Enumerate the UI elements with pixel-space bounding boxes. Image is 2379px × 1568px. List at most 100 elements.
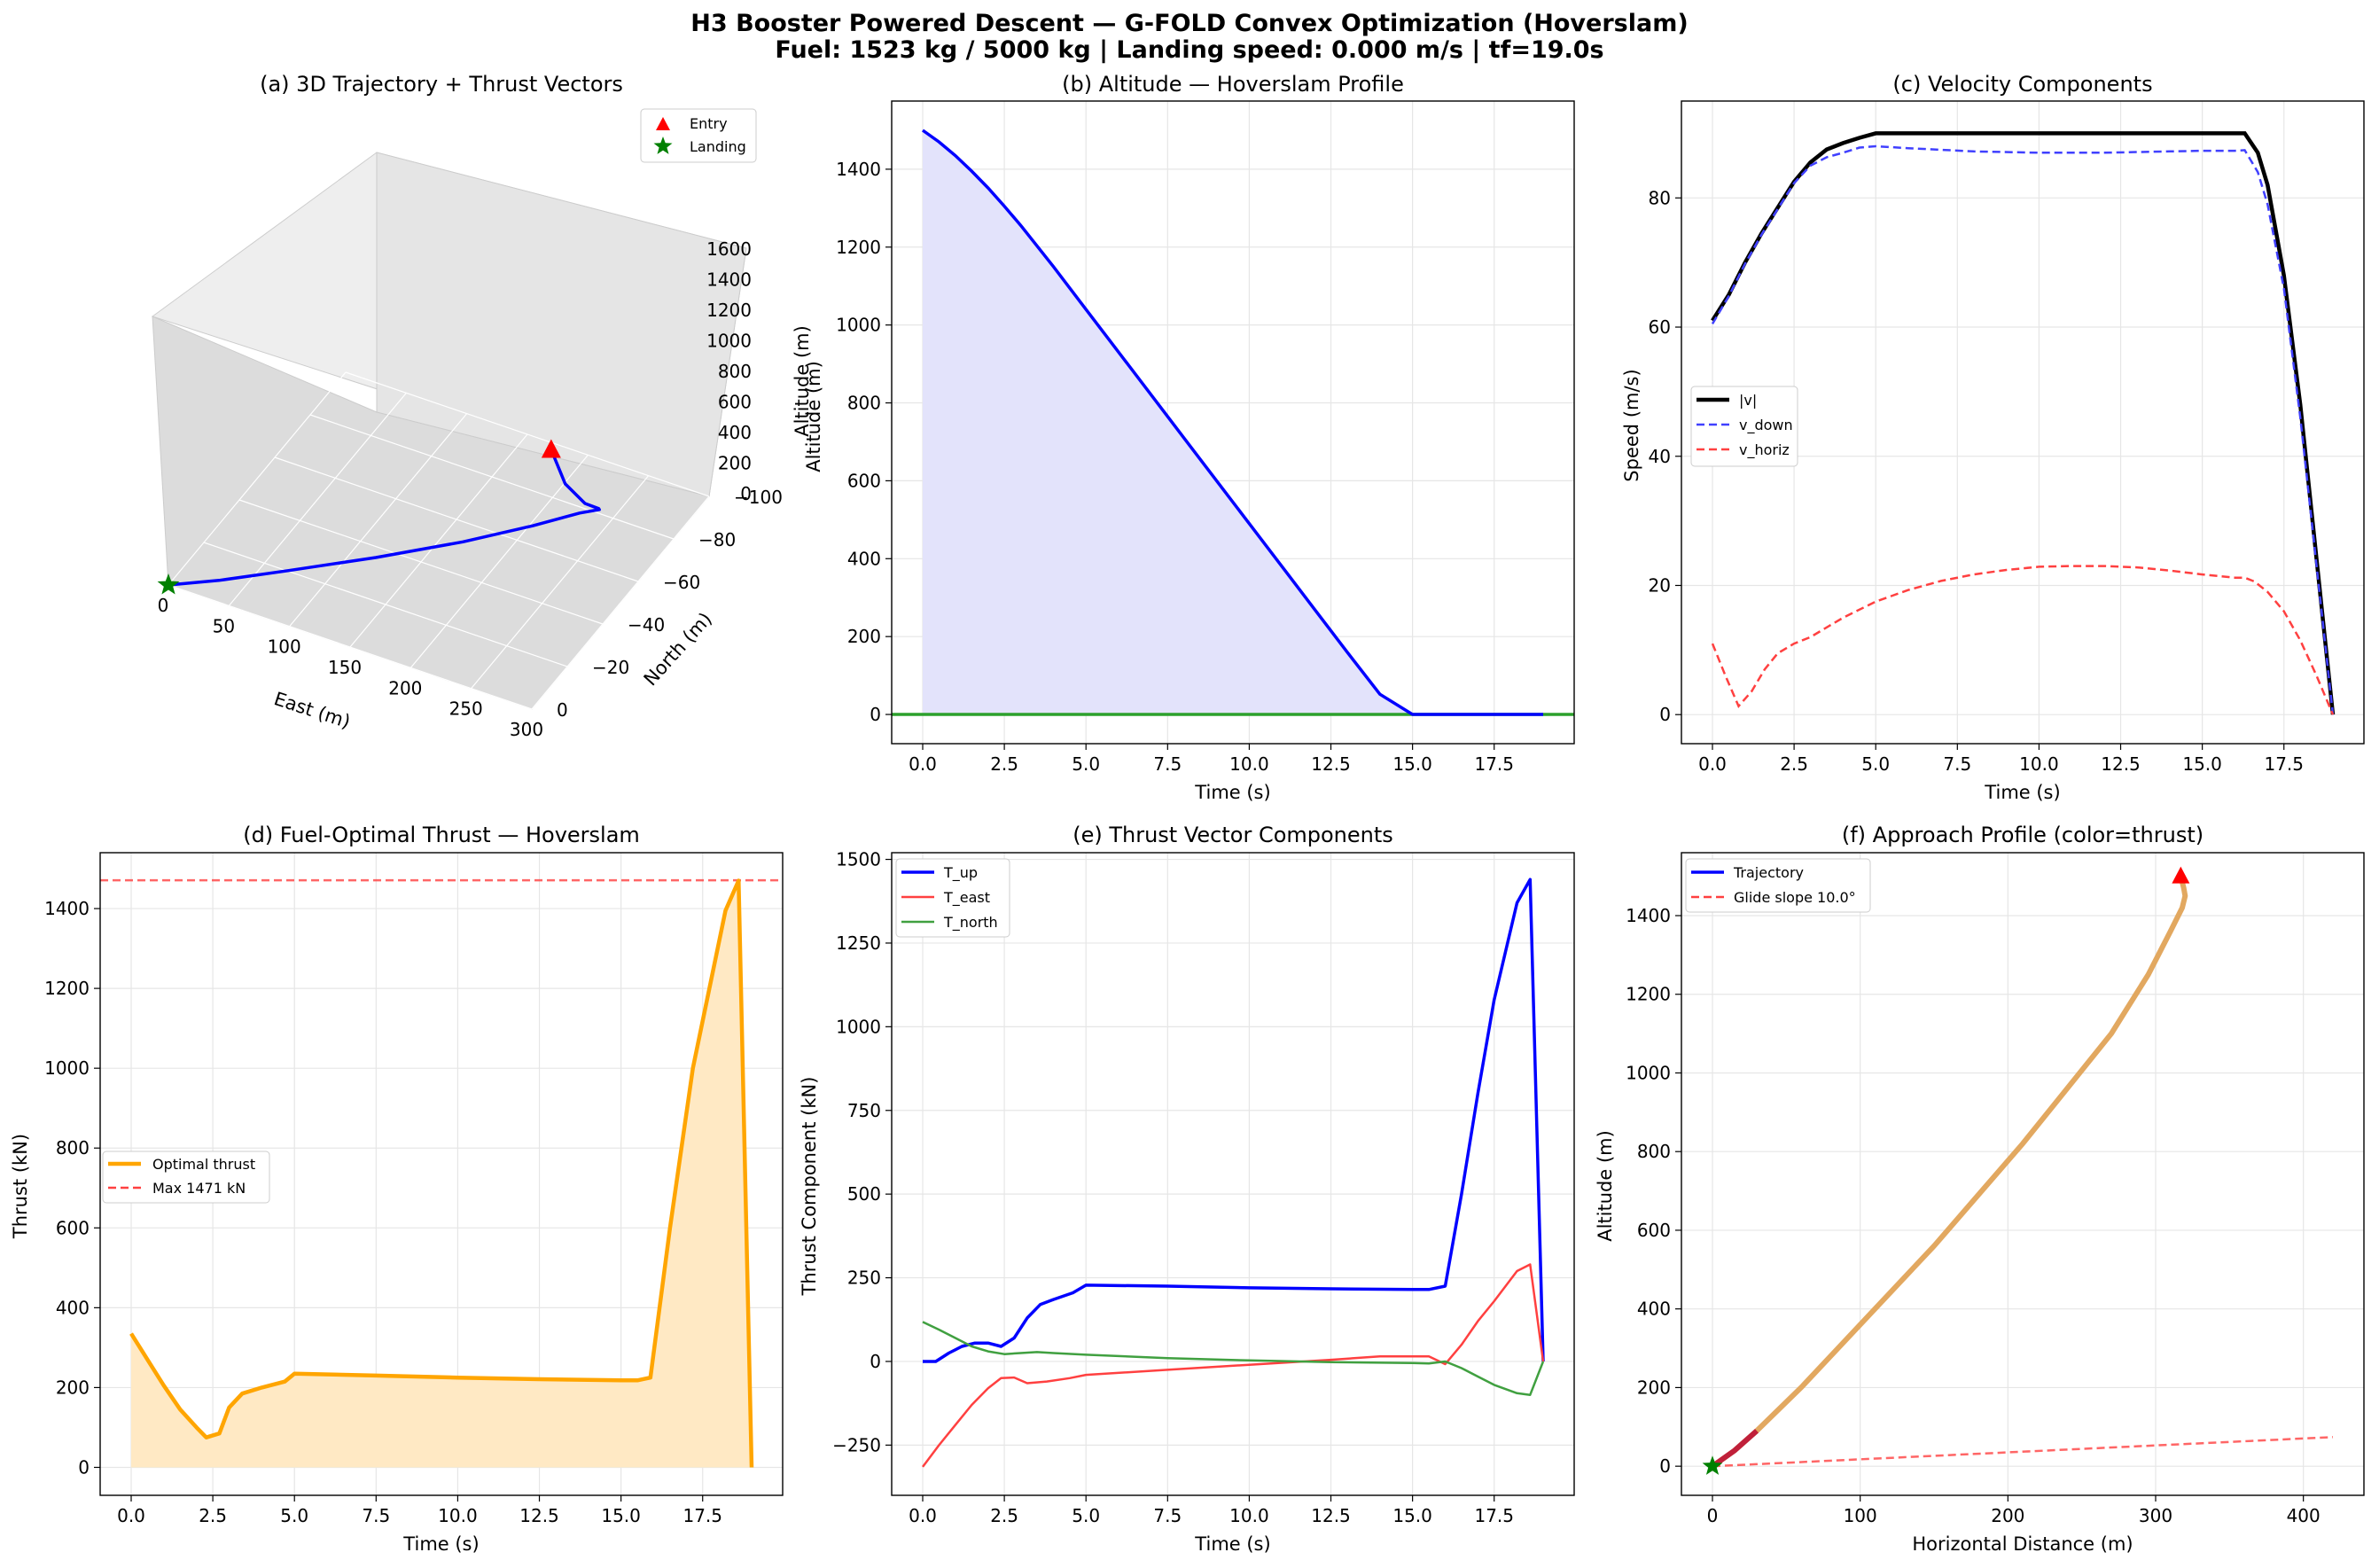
legend: Optimal thrust Max 1471 kN	[102, 1151, 270, 1204]
thrust-line	[129, 878, 754, 1468]
x-tick-label: 10.0	[1229, 1505, 1269, 1526]
x-axis-label: Time (s)	[1984, 782, 2060, 803]
panel-title: (e) Thrust Vector Components	[1072, 823, 1393, 847]
floor-gridline	[345, 371, 710, 497]
floor-gridline	[289, 413, 468, 628]
x-tick-label: 300	[510, 719, 543, 740]
altitude-line	[921, 129, 1543, 716]
panel-thrust-components: 0.0 2.5 5.0 7.5 10.0 12.5 15.0 17.5 −250 0 250 500 7…	[799, 823, 1575, 1555]
y-tick-label: 400	[847, 548, 881, 569]
thrust-fill	[131, 880, 752, 1468]
floor-gridline	[471, 475, 650, 690]
floor-gridline	[274, 456, 639, 582]
panel-altitude: 0.0 2.5 5.0 7.5 10.0 12.5 15.0 17.5 0 200 400 600 80…	[803, 72, 1575, 803]
x-tick-label: 15.0	[2182, 753, 2222, 775]
y-tick-label: 1250	[836, 932, 881, 954]
y-axis-label: Speed (m/s)	[1621, 369, 1642, 481]
floor-gridline	[349, 433, 528, 648]
x-tick-label: 2.5	[990, 753, 1018, 775]
y-tick-label: 600	[847, 470, 881, 491]
plot-frame	[891, 100, 1575, 745]
y-tick-label: 1000	[836, 315, 881, 336]
legend-label-v-down: v_down	[1739, 417, 1793, 434]
y-tick-label: 1400	[44, 898, 90, 919]
y-tick-label: 400	[56, 1297, 90, 1318]
3d-ticks: 0501001502002503000−20−40−60−80−10002004…	[158, 238, 783, 740]
panel-title: (f) Approach Profile (color=thrust)	[1842, 823, 2204, 847]
legend-label-t-east: T_east	[943, 889, 990, 907]
floor-gridline	[203, 542, 568, 667]
series-line-v_down	[1711, 144, 2335, 715]
y-tick-label: −100	[734, 487, 783, 508]
legend-label-v: |v|	[1739, 392, 1757, 409]
x-axis-label: Horizontal Distance (m)	[1912, 1533, 2133, 1555]
z-axis-label: Altitude (m)	[792, 325, 813, 437]
z-tick-label: 600	[718, 392, 752, 413]
x-tick-label: 0	[158, 595, 169, 616]
trajectory-line	[1711, 875, 2188, 1469]
y-tick-label: 800	[1637, 1141, 1671, 1162]
y-tick-label: 20	[1649, 574, 1671, 596]
x-tick-label: 7.5	[1943, 753, 1971, 775]
legend-label-t-up: T_up	[943, 864, 978, 882]
y-tick-label: 0	[870, 1351, 881, 1372]
panel-approach-profile: 0 100 200 300 400 0 200 400 600 800 1000 1200 1400 (…	[1595, 823, 2365, 1555]
legend-label-glide: Glide slope 10.0°	[1734, 889, 1856, 906]
x-tick-label: 17.5	[1474, 1505, 1514, 1526]
floor-gridline	[238, 499, 604, 625]
y-tick-label: 400	[1637, 1299, 1671, 1320]
legend-entry-triangle	[656, 117, 670, 130]
x-tick-label: 0.0	[1698, 753, 1727, 775]
floor-gridline	[531, 495, 710, 710]
y-tick-label: −40	[628, 614, 665, 636]
y-tick-label: −250	[832, 1434, 881, 1455]
x-tick-label: 12.5	[1311, 1505, 1351, 1526]
landing-marker	[157, 573, 180, 595]
x-tick-label: 5.0	[1861, 753, 1890, 775]
y-tick-label: 0	[1659, 1455, 1671, 1477]
legend-label-landing: Landing	[690, 138, 746, 155]
z-tick-label: 200	[718, 453, 752, 474]
series-line-t_up	[923, 878, 1545, 1363]
x-tick-label: 7.5	[362, 1505, 390, 1526]
floor-gridline	[228, 392, 407, 606]
y-tick-label: 800	[847, 393, 881, 414]
x-axis-label: Time (s)	[1194, 782, 1270, 803]
x-tick-label: 400	[2287, 1505, 2320, 1526]
y-tick-label: 250	[847, 1268, 881, 1289]
x-tick-label: 17.5	[2264, 753, 2304, 775]
z-tick-label: 1000	[706, 331, 752, 352]
x-tick-label: 250	[449, 698, 483, 720]
x-tick-label: 0	[1707, 1505, 1719, 1526]
z-tick-label: 1600	[706, 238, 752, 260]
data-layer	[892, 129, 1574, 716]
y-tick-label: 40	[1649, 446, 1671, 467]
3d-trajectory	[157, 439, 601, 595]
legend-label-entry: Entry	[690, 115, 728, 132]
y-tick-label: 1000	[836, 1016, 881, 1037]
x-tick-label: 5.0	[1072, 1505, 1100, 1526]
y-tick-label: 600	[1637, 1220, 1671, 1241]
y-tick-label: 1200	[44, 978, 90, 999]
y-tick-label: 750	[847, 1100, 881, 1121]
plot-area: 0.0 2.5 5.0 7.5 10.0 12.5 15.0 17.5 −250 0 250 500 7…	[832, 849, 1575, 1526]
plot-area: 0 100 200 300 400 0 200 400 600 800 1000 1200 1400	[1626, 852, 2365, 1526]
legend-star-shape	[653, 137, 673, 154]
data-layer	[922, 878, 1545, 1468]
y-axis-label: Thrust (kN)	[10, 1134, 31, 1239]
glide-slope-line	[1712, 1436, 2334, 1468]
panel-title: (d) Fuel-Optimal Thrust — Hoverslam	[243, 823, 640, 847]
z-tick-label: 800	[718, 361, 752, 382]
y-axis-label: Thrust Component (kN)	[799, 1077, 820, 1297]
figure-title-line-1: H3 Booster Powered Descent — G-FOLD Conv…	[690, 10, 1688, 37]
data-layer	[100, 878, 783, 1468]
plot-background	[1681, 853, 2364, 1495]
plot-frame	[99, 852, 784, 1496]
y-tick-label: 200	[1637, 1377, 1671, 1398]
y-tick-label: 1000	[1626, 1062, 1671, 1083]
y-tick-label: 0	[870, 704, 881, 725]
series-line-v_horiz	[1711, 565, 2335, 715]
y-tick-label: −80	[698, 529, 736, 550]
plot-frame	[1681, 100, 2365, 745]
